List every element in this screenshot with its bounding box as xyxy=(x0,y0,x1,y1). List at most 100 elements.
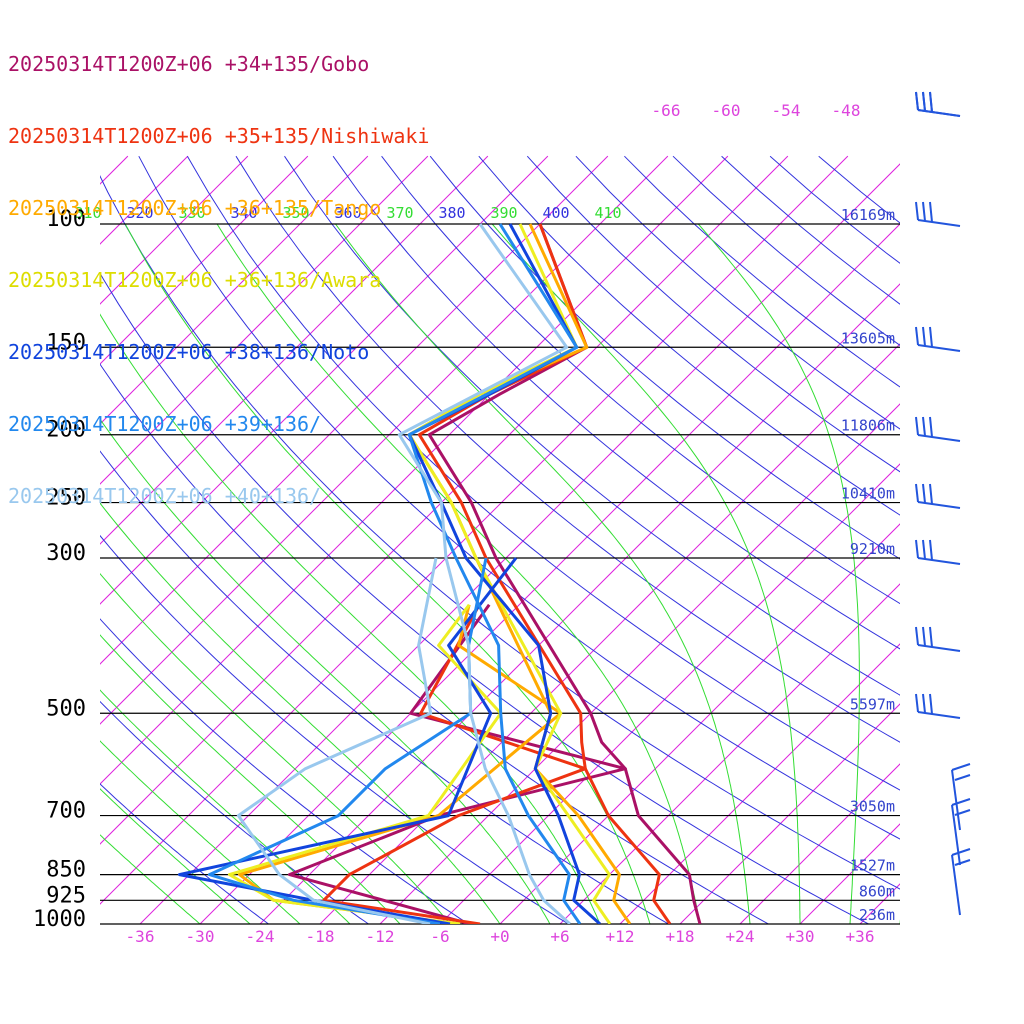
dewpoint-profile-line xyxy=(227,603,503,924)
temperature-tick-label: +36 xyxy=(846,927,875,946)
height-label: 5597m xyxy=(850,695,895,713)
theta-label: 320 xyxy=(126,204,153,222)
isotherm-line xyxy=(499,523,900,924)
dry-adiabat-line xyxy=(100,272,869,924)
isotherm-line xyxy=(100,155,789,845)
theta-labels: 310 320 330 340 350 360 370 380 390 400 410 xyxy=(74,204,621,222)
legend: 20250314T1200Z+06 +34+135/Gobo 20250314T… xyxy=(8,4,429,532)
dry-adiabat-line xyxy=(672,155,900,346)
wind-barb xyxy=(951,763,971,831)
dry-adiabat-line xyxy=(478,155,900,516)
height-label: 3050m xyxy=(850,798,895,816)
pressure-label: 200 xyxy=(46,418,86,443)
upper-isotherm-label: -54 xyxy=(772,101,801,120)
dry-adiabat-line xyxy=(100,363,769,924)
moist-adiabat-line xyxy=(491,223,801,924)
legend-entry-40-136: 20250314T1200Z+06 +40+136/ xyxy=(8,484,322,508)
isotherm-line xyxy=(100,155,609,665)
isotherm-line xyxy=(559,583,900,924)
dry-adiabat-line xyxy=(429,155,900,560)
pressure-label: 500 xyxy=(46,696,86,721)
isotherm-line xyxy=(100,155,429,485)
sounding-series xyxy=(177,223,702,924)
dewpoint-profile-line xyxy=(237,604,563,924)
dewpoint-profile-line xyxy=(177,557,518,924)
isotherm-line xyxy=(980,156,1024,924)
dry-adiabat-line xyxy=(235,155,900,743)
temperature-profile-line xyxy=(427,223,702,924)
temperature-tick-label: +30 xyxy=(786,927,815,946)
height-label: 1527m xyxy=(850,857,895,875)
upper-isotherm-label: -60 xyxy=(712,101,741,120)
isotherm-line xyxy=(100,155,249,305)
temperature-tick-label: +6 xyxy=(550,927,569,946)
temperature-profile-line xyxy=(407,223,612,924)
height-label: 11806m xyxy=(841,417,895,435)
height-label: 16169m xyxy=(841,206,895,224)
isobar-lines xyxy=(100,223,900,925)
theta-label: 330 xyxy=(178,204,205,222)
upper-isotherm-label: -66 xyxy=(652,101,681,120)
temperature-profile-line xyxy=(407,223,582,924)
isotherm-line xyxy=(799,823,900,924)
isotherm-line xyxy=(0,156,8,924)
height-label: 13605m xyxy=(841,329,895,347)
legend-entry-awara: 20250314T1200Z+06 +36+136/Awara xyxy=(8,268,382,292)
wind-barb xyxy=(915,416,961,442)
dry-adiabat-line xyxy=(138,155,900,840)
dry-adiabat-line xyxy=(100,700,369,924)
pressure-label: 300 xyxy=(46,541,86,566)
pressure-label: 700 xyxy=(46,799,86,824)
isotherm-line xyxy=(439,463,900,924)
isotherm-line xyxy=(920,156,1024,924)
dry-adiabat-line xyxy=(381,155,900,605)
theta-label: 350 xyxy=(282,204,309,222)
temperature-tick-label: -30 xyxy=(186,927,215,946)
dewpoint-profile-line xyxy=(236,557,438,924)
temperature-tick-label: -24 xyxy=(246,927,275,946)
dry-adiabat-line xyxy=(332,155,900,650)
theta-label: 360 xyxy=(334,204,361,222)
isotherm-line xyxy=(619,643,900,924)
dry-adiabat-line xyxy=(284,155,900,696)
dry-adiabat-line xyxy=(100,175,900,890)
legend-entry-nishiwaki: 20250314T1200Z+06 +35+135/Nishiwaki xyxy=(8,124,430,148)
wind-barb xyxy=(951,848,971,916)
temperature-tick-label: -18 xyxy=(306,927,335,946)
theta-label: 380 xyxy=(438,204,465,222)
wind-barb xyxy=(915,91,961,117)
isotherm-line xyxy=(319,343,900,924)
theta-label: 390 xyxy=(490,204,517,222)
theta-label: 310 xyxy=(74,204,101,222)
legend-entry-gobo: 20250314T1200Z+06 +34+135/Gobo xyxy=(8,52,370,76)
pressure-label: 100 xyxy=(46,207,86,232)
wind-barb xyxy=(915,539,961,565)
height-label: 10410m xyxy=(841,485,895,503)
temperature-tick-label: +0 xyxy=(490,927,509,946)
theta-label: 340 xyxy=(230,204,257,222)
theta-label: 400 xyxy=(542,204,569,222)
wind-barb xyxy=(915,626,961,652)
dry-adiabat-line xyxy=(769,155,900,264)
isotherm-line xyxy=(739,763,900,924)
dry-adiabat-line xyxy=(186,155,900,791)
temperature-tick-label: +18 xyxy=(666,927,695,946)
pressure-label: 925 xyxy=(46,883,86,908)
temperature-tick-label: +24 xyxy=(726,927,755,946)
temperature-profile-line xyxy=(397,223,572,924)
pressure-label: 850 xyxy=(46,858,86,883)
legend-entry-tango: 20250314T1200Z+06 +36+135/Tango xyxy=(8,196,382,220)
dry-adiabat-line xyxy=(100,534,569,924)
isotherm-line xyxy=(100,155,849,905)
temperature-tick-label: -36 xyxy=(126,927,155,946)
dry-adiabat-line xyxy=(100,618,469,924)
dry-adiabat-line xyxy=(526,155,900,473)
temperature-tick-label: +12 xyxy=(606,927,635,946)
pressure-label: 150 xyxy=(46,330,86,355)
theta-label: 370 xyxy=(386,204,413,222)
temperature-tick-label: -6 xyxy=(430,927,449,946)
dry-adiabat-lines xyxy=(100,155,900,924)
legend-entry-39-136: 20250314T1200Z+06 +39+136/ xyxy=(8,412,322,436)
